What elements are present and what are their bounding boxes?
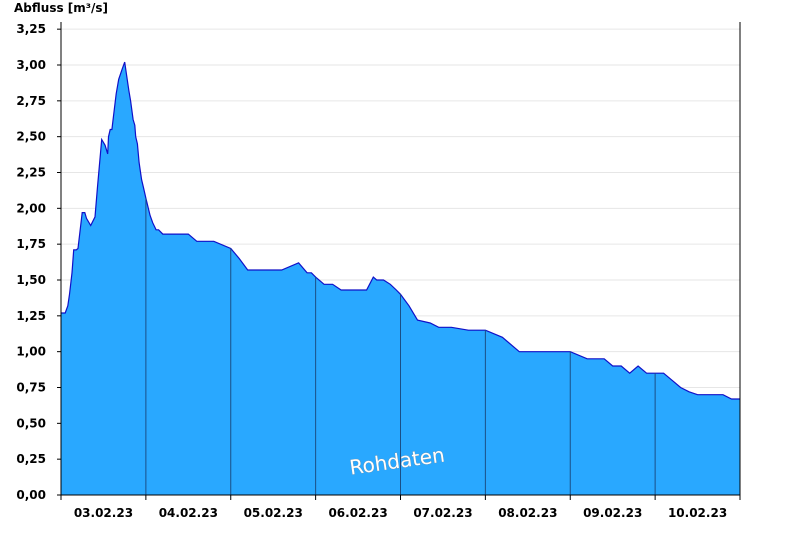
y-tick-label: 3,00 [16,58,46,72]
y-tick-label: 0,25 [16,452,46,466]
y-tick-label: 1,50 [16,273,46,287]
x-tick-labels: 03.02.23 04.02.23 05.02.23 06.02.23 07.02.23… [74,506,727,520]
x-tick-label: 09.02.23 [583,506,642,520]
x-tick-label: 10.02.23 [668,506,727,520]
y-tick-labels: 0,00 0,25 0,50 0,75 1,00 1,25 1,50 1,75 2,00 2,25… [16,22,46,502]
x-tick-label: 05.02.23 [244,506,303,520]
y-tick-label: 2,75 [16,94,46,108]
x-tick-label: 08.02.23 [498,506,557,520]
day-dividers [145,198,656,495]
y-tick-label: 2,50 [16,130,46,144]
y-tick-label: 0,75 [16,381,46,395]
y-tick-label: 0,00 [16,488,46,502]
y-tick-label: 0,50 [16,416,46,430]
y-tick-label: 2,00 [16,201,46,215]
x-tick-label: 06.02.23 [328,506,387,520]
y-tick-label: 2,25 [16,166,46,180]
axes [57,22,741,500]
x-tick-label: 03.02.23 [74,506,133,520]
x-tick-label: 07.02.23 [413,506,472,520]
y-tick-label: 1,00 [16,345,46,359]
x-tick-label: 04.02.23 [159,506,218,520]
y-axis-label: Abfluss [m³/s] [14,1,109,15]
y-tick-label: 1,25 [16,309,46,323]
discharge-line [61,61,740,400]
y-tick-label: 3,25 [16,22,46,36]
y-tick-label: 1,75 [16,237,46,251]
